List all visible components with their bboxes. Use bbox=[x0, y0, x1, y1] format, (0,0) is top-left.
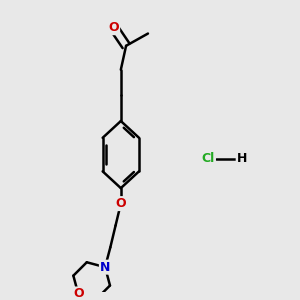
Text: O: O bbox=[73, 287, 84, 300]
Text: N: N bbox=[100, 261, 110, 274]
Text: O: O bbox=[116, 197, 126, 210]
Text: Cl: Cl bbox=[202, 152, 215, 166]
Text: O: O bbox=[109, 21, 119, 34]
Text: H: H bbox=[237, 152, 247, 166]
